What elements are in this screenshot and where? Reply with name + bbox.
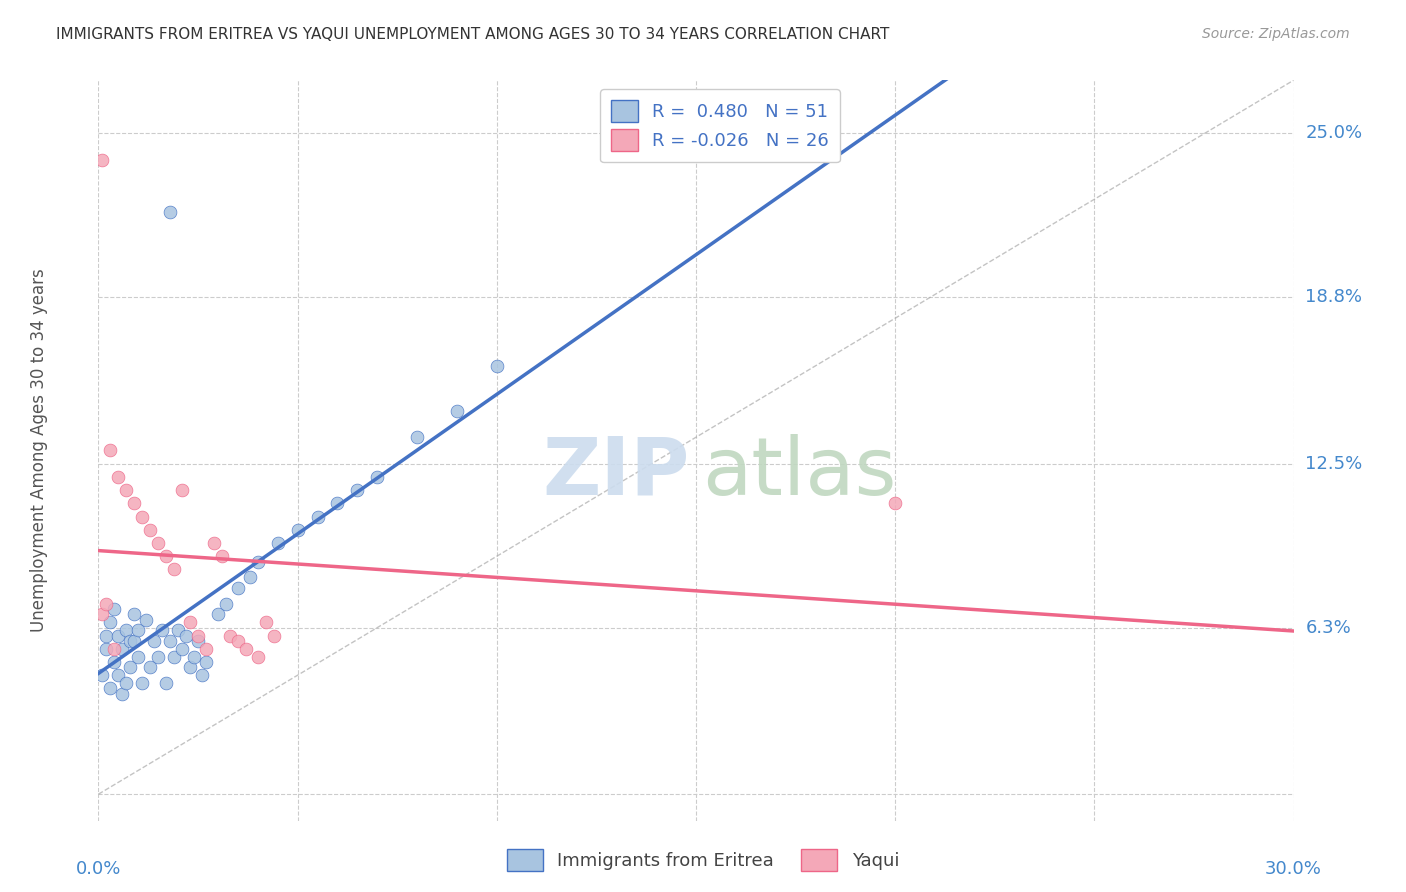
Point [103,641,125,656]
Point [115,624,138,638]
Text: Unemployment Among Ages 30 to 34 years: Unemployment Among Ages 30 to 34 years [30,268,48,632]
Point [207,607,229,622]
Point [159,205,181,219]
Point [884,496,907,510]
Point [172,483,194,497]
Point [226,581,249,595]
Point [287,523,309,537]
Point [195,655,218,669]
Point [139,660,162,674]
Point [143,633,166,648]
Point [179,615,201,630]
Point [246,555,269,569]
Point [239,570,262,584]
Point [263,629,285,643]
Point [307,509,329,524]
Point [148,649,170,664]
Point [267,536,290,550]
Point [124,607,146,622]
Point [226,633,249,648]
Point [111,641,134,656]
Point [91,668,114,682]
Text: 0.0%: 0.0% [76,860,121,879]
Point [124,496,146,510]
Point [155,549,177,564]
Point [195,641,218,656]
Text: 30.0%: 30.0% [1265,860,1322,879]
Text: 18.8%: 18.8% [1306,288,1362,306]
Point [111,687,134,701]
Text: ZIP: ZIP [543,434,690,512]
Point [96,597,118,611]
Point [115,483,138,497]
Point [346,483,368,497]
Point [406,430,429,444]
Point [215,597,238,611]
Point [446,404,468,418]
Point [120,633,142,648]
Point [219,629,242,643]
Point [366,470,388,484]
Point [127,649,149,664]
Point [485,359,508,373]
Point [172,641,194,656]
Point [98,681,122,696]
Point [155,676,177,690]
Text: 12.5%: 12.5% [1306,455,1362,473]
Point [127,624,149,638]
Point [235,641,257,656]
Point [174,629,197,643]
Point [96,641,118,656]
Point [98,615,122,630]
Point [103,655,125,669]
Point [107,470,129,484]
Point [187,633,209,648]
Point [163,649,186,664]
Point [202,536,225,550]
Point [91,607,114,622]
Point [211,549,233,564]
Point [107,629,129,643]
Point [163,562,186,576]
Point [326,496,349,510]
Point [150,624,173,638]
Point [183,649,205,664]
Legend: Immigrants from Eritrea, Yaqui: Immigrants from Eritrea, Yaqui [499,842,907,879]
Point [120,660,142,674]
Legend: R =  0.480   N = 51, R = -0.026   N = 26: R = 0.480 N = 51, R = -0.026 N = 26 [600,89,839,162]
Text: 6.3%: 6.3% [1306,619,1351,637]
Point [103,602,125,616]
Point [159,633,181,648]
Point [98,443,122,458]
Text: Source: ZipAtlas.com: Source: ZipAtlas.com [1202,27,1350,41]
Point [246,649,269,664]
Text: IMMIGRANTS FROM ERITREA VS YAQUI UNEMPLOYMENT AMONG AGES 30 TO 34 YEARS CORRELAT: IMMIGRANTS FROM ERITREA VS YAQUI UNEMPLO… [56,27,890,42]
Text: 25.0%: 25.0% [1306,124,1362,142]
Point [96,629,118,643]
Point [191,668,214,682]
Point [179,660,201,674]
Point [124,633,146,648]
Point [131,676,153,690]
Point [167,624,190,638]
Point [115,676,138,690]
Point [254,615,277,630]
Point [187,629,209,643]
Point [139,523,162,537]
Point [131,509,153,524]
Point [107,668,129,682]
Point [148,536,170,550]
Point [91,153,114,167]
Point [135,613,157,627]
Text: atlas: atlas [702,434,896,512]
